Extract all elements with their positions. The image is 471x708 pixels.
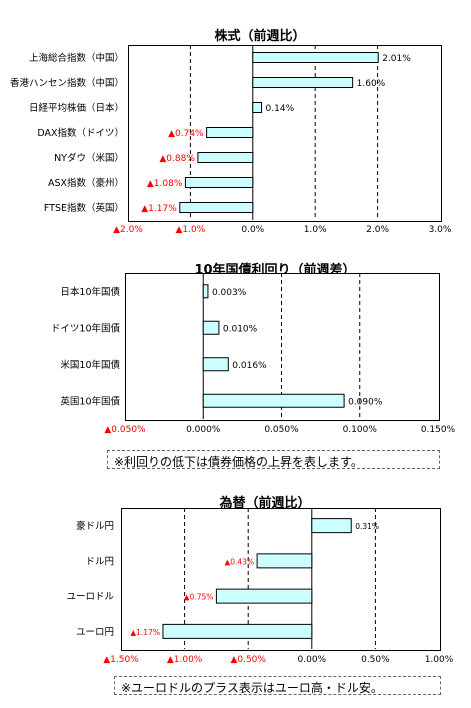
fx-tick-label: ▲0.50% [230,655,266,665]
stocks-bar [252,77,354,88]
fx-data-label: ▲0.75% [184,593,214,602]
bonds-tick-label: 0.000% [186,425,221,435]
stocks-data-label: 2.01% [382,54,411,64]
stocks-tick-label: 2.0% [366,225,389,235]
stocks-data-label: ▲0.74% [168,129,204,139]
bonds-category-label: ドイツ10年国債 [51,322,121,334]
bonds-tick-label: 0.100% [343,425,378,435]
bonds-bar [202,393,345,408]
fx-bar [215,588,313,604]
stocks-chart-title: 株式（前週比） [214,29,306,44]
fx-tick-label: 1.00% [425,655,454,665]
stocks-category-label: ASX指数（豪州） [48,177,124,189]
stocks-tick-label: 0.0% [241,225,264,235]
bonds-bar [202,357,229,372]
stocks-tick-label: ▲1.0% [176,225,206,235]
bonds-category-label: 米国10年国債 [60,359,120,371]
bonds-tick-label: 0.050% [264,425,299,435]
fx-chart-title: 為替（前週比） [219,496,311,511]
bonds-data-label: 0.016% [232,361,267,371]
stocks-data-label: ▲1.08% [147,179,183,189]
bond-note: ※利回りの低下は債券価格の上昇を表します。 [107,450,440,469]
stocks-bar [197,152,254,163]
fx-bar [162,623,313,639]
stocks-bar [252,102,263,113]
stocks-bar [179,202,254,213]
fx-bar [311,518,352,534]
stocks-category-label: 上海総合指数（中国） [29,52,124,64]
bonds-data-label: 0.003% [212,288,247,298]
stocks-data-label: ▲1.17% [141,204,177,214]
fx-data-label: 0.31% [355,522,379,531]
bonds-category-label: 英国10年国債 [60,395,120,407]
fx-bar [256,553,313,569]
fx-tick-label: ▲1.50% [103,655,139,665]
stocks-bar [184,177,254,188]
stocks-tick-label: ▲2.0% [113,225,143,235]
bonds-tick-label: 0.150% [421,425,456,435]
stocks-category-label: NYダウ（米国） [54,152,124,164]
stocks-category-label: 日経平均株価（日本） [29,102,124,114]
stocks-data-label: 0.14% [266,104,295,114]
fx-category-label: ドル円 [85,556,114,567]
fx-data-label: ▲0.43% [225,557,255,566]
fx-tick-label: ▲1.00% [167,655,203,665]
bonds-data-label: 0.090% [348,397,383,407]
stocks-category-label: FTSE指数（英国） [44,202,124,214]
fx-tick-label: 0.00% [298,655,327,665]
fx-category-label: ユーロドル [66,592,114,603]
bonds-bar [202,320,220,335]
fx-category-label: 豪ドル円 [76,520,114,532]
stocks-category-label: 香港ハンセン指数（中国） [10,77,124,89]
stocks-category-label: DAX指数（ドイツ） [37,127,124,139]
fx-note: ※ユーロドルのプラス表示はユーロ高・ドル安。 [114,676,441,695]
stocks-data-label: ▲0.88% [159,154,195,164]
bonds-tick-label: ▲0.050% [104,425,146,435]
fx-data-label: ▲1.17% [130,628,160,637]
bonds-bar [202,284,209,299]
stocks-plot-area [128,45,442,222]
stocks-bar [206,127,254,138]
fx-tick-label: 0.50% [361,655,390,665]
stocks-tick-label: 3.0% [429,225,452,235]
fx-category-label: ユーロ円 [76,627,114,638]
bonds-category-label: 日本10年国債 [60,286,120,298]
stocks-tick-label: 1.0% [304,225,327,235]
stocks-data-label: 1.60% [357,79,386,89]
stocks-bar [252,52,379,63]
bonds-data-label: 0.010% [223,324,258,334]
